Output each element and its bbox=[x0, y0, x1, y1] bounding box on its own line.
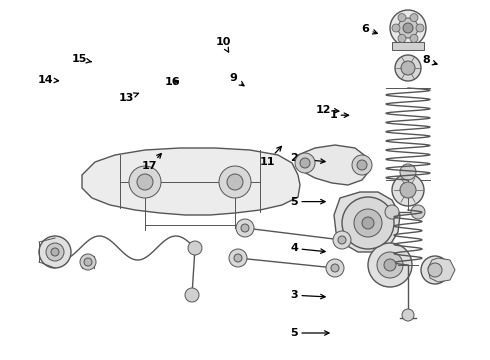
Circle shape bbox=[300, 158, 310, 168]
Circle shape bbox=[428, 263, 442, 277]
Circle shape bbox=[357, 160, 367, 170]
Text: 16: 16 bbox=[165, 77, 180, 87]
Text: 2: 2 bbox=[290, 153, 325, 163]
Circle shape bbox=[352, 155, 372, 175]
Text: 10: 10 bbox=[215, 37, 231, 52]
Polygon shape bbox=[428, 258, 455, 282]
Text: 5: 5 bbox=[290, 328, 329, 338]
Circle shape bbox=[410, 35, 418, 42]
Circle shape bbox=[185, 288, 199, 302]
Circle shape bbox=[39, 236, 71, 268]
Circle shape bbox=[129, 166, 161, 198]
Circle shape bbox=[385, 205, 399, 219]
Circle shape bbox=[236, 219, 254, 237]
Circle shape bbox=[398, 18, 418, 38]
Circle shape bbox=[338, 236, 346, 244]
Circle shape bbox=[421, 256, 449, 284]
Text: 4: 4 bbox=[290, 243, 325, 253]
Circle shape bbox=[333, 231, 351, 249]
Circle shape bbox=[401, 61, 415, 75]
Circle shape bbox=[362, 217, 374, 229]
Polygon shape bbox=[334, 192, 400, 252]
Text: 5: 5 bbox=[290, 197, 325, 207]
Circle shape bbox=[84, 258, 92, 266]
Circle shape bbox=[51, 248, 59, 256]
Text: 8: 8 bbox=[422, 55, 437, 66]
Text: 9: 9 bbox=[230, 73, 244, 86]
Circle shape bbox=[46, 243, 64, 261]
Circle shape bbox=[392, 24, 400, 32]
Circle shape bbox=[384, 259, 396, 271]
Circle shape bbox=[241, 224, 249, 232]
Circle shape bbox=[390, 10, 426, 46]
Text: 15: 15 bbox=[72, 54, 91, 64]
Circle shape bbox=[398, 14, 406, 22]
Circle shape bbox=[402, 309, 414, 321]
Circle shape bbox=[377, 252, 403, 278]
Circle shape bbox=[410, 14, 418, 22]
Text: 14: 14 bbox=[37, 75, 58, 85]
Polygon shape bbox=[296, 145, 370, 185]
Circle shape bbox=[229, 249, 247, 267]
Circle shape bbox=[392, 174, 424, 206]
Text: 6: 6 bbox=[361, 24, 377, 34]
Circle shape bbox=[326, 259, 344, 277]
Circle shape bbox=[395, 55, 421, 81]
Text: 12: 12 bbox=[316, 105, 339, 115]
Circle shape bbox=[137, 174, 153, 190]
Text: 1: 1 bbox=[329, 110, 348, 120]
Circle shape bbox=[188, 241, 202, 255]
Circle shape bbox=[80, 254, 96, 270]
Text: 11: 11 bbox=[259, 147, 281, 167]
Circle shape bbox=[331, 264, 339, 272]
Text: 17: 17 bbox=[142, 154, 161, 171]
Circle shape bbox=[342, 197, 394, 249]
Circle shape bbox=[398, 35, 406, 42]
Circle shape bbox=[295, 153, 315, 173]
Circle shape bbox=[403, 23, 413, 33]
Polygon shape bbox=[82, 148, 300, 215]
Circle shape bbox=[227, 174, 243, 190]
Bar bbox=[392, 42, 424, 50]
Circle shape bbox=[400, 182, 416, 198]
Text: 13: 13 bbox=[119, 93, 139, 103]
Circle shape bbox=[411, 205, 425, 219]
Text: 3: 3 bbox=[290, 290, 325, 300]
Circle shape bbox=[219, 166, 251, 198]
Circle shape bbox=[400, 164, 416, 180]
Circle shape bbox=[416, 24, 424, 32]
Circle shape bbox=[368, 243, 412, 287]
Circle shape bbox=[354, 209, 382, 237]
Text: 7: 7 bbox=[393, 26, 410, 36]
Circle shape bbox=[234, 254, 242, 262]
